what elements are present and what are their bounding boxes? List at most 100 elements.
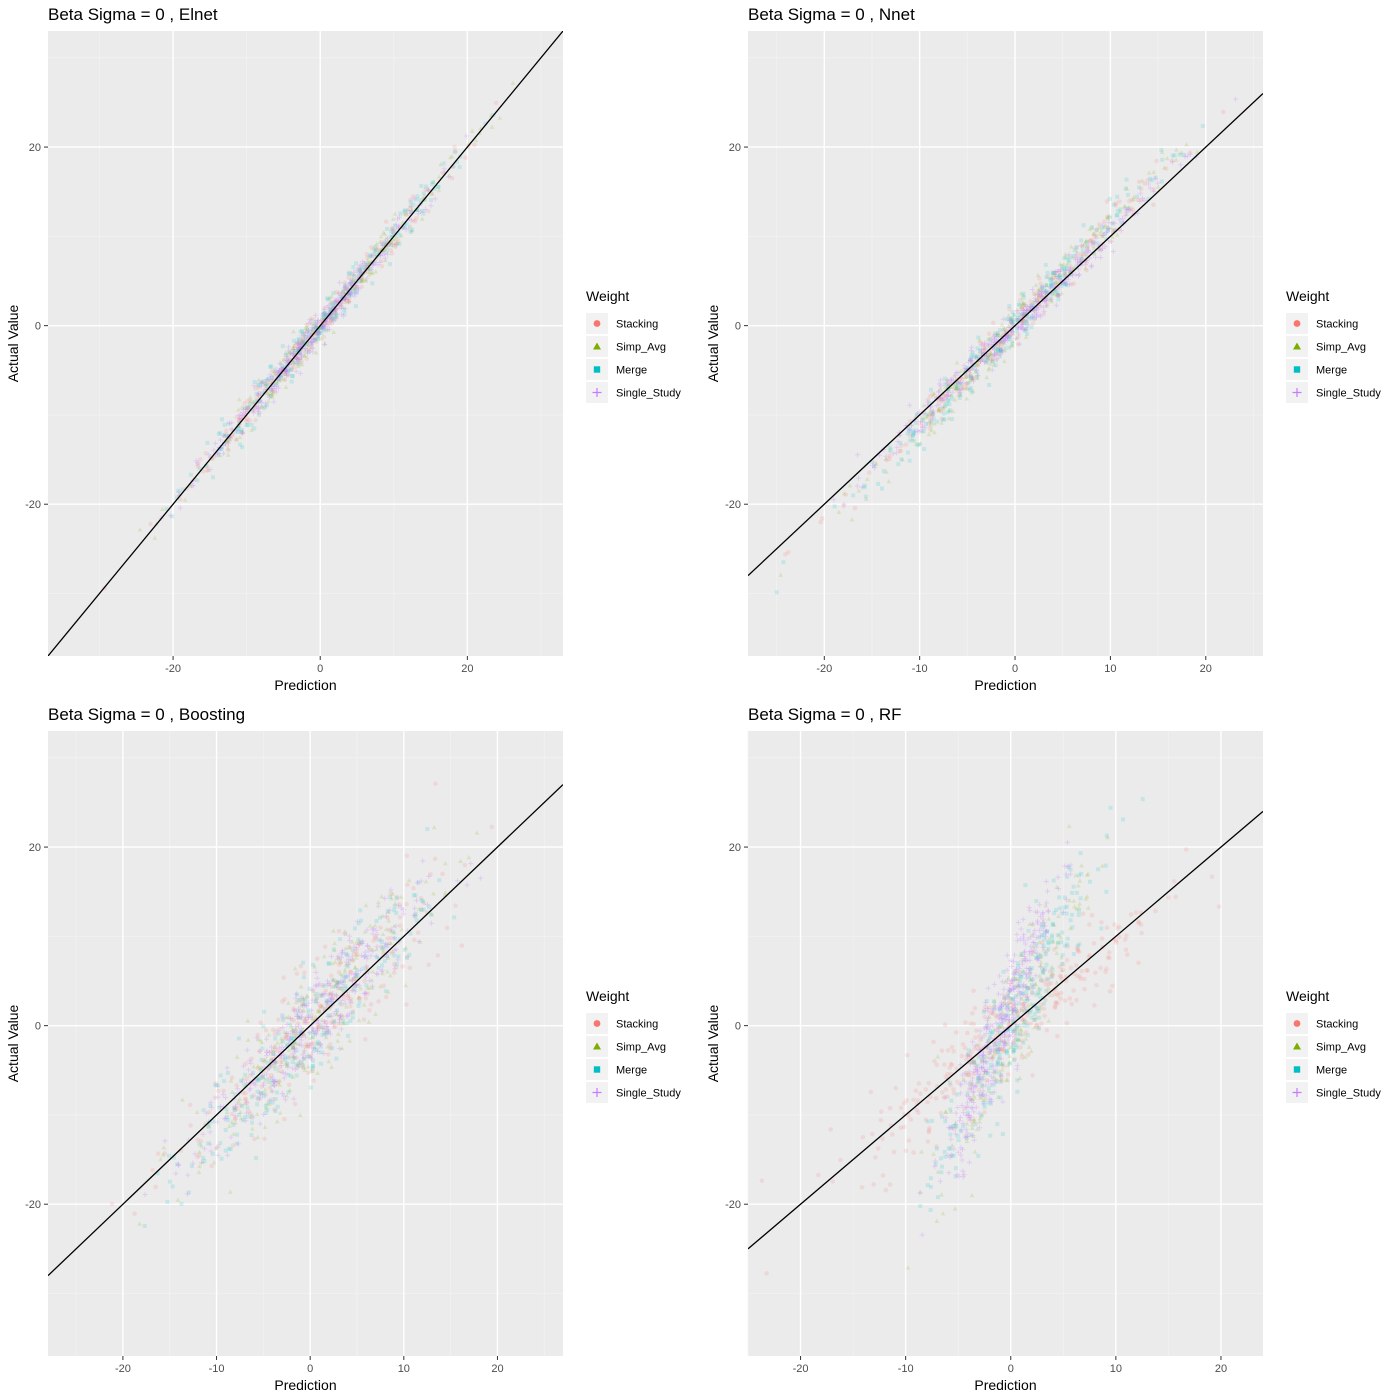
data-point bbox=[298, 355, 303, 361]
data-point bbox=[1003, 1013, 1008, 1018]
data-point bbox=[346, 293, 351, 298]
data-point bbox=[1098, 965, 1103, 971]
data-point bbox=[1048, 297, 1054, 303]
data-point bbox=[1008, 978, 1015, 984]
data-point bbox=[1045, 274, 1051, 279]
data-point bbox=[957, 387, 963, 393]
data-point bbox=[1084, 872, 1090, 877]
data-point bbox=[305, 1070, 311, 1076]
data-point bbox=[1055, 933, 1060, 938]
data-point bbox=[333, 984, 338, 989]
data-point bbox=[312, 324, 317, 329]
data-point bbox=[263, 1105, 269, 1111]
data-point bbox=[314, 1047, 319, 1052]
data-point bbox=[295, 1062, 301, 1068]
data-point bbox=[416, 938, 422, 945]
y-tick-label: -20 bbox=[25, 499, 41, 511]
data-point bbox=[1057, 272, 1062, 277]
data-point bbox=[266, 394, 273, 401]
data-point bbox=[951, 373, 957, 378]
data-point bbox=[320, 325, 326, 331]
data-point bbox=[197, 1163, 202, 1169]
data-point bbox=[1021, 1016, 1027, 1022]
data-point bbox=[236, 407, 241, 412]
data-point bbox=[1034, 918, 1041, 924]
data-point bbox=[328, 306, 334, 312]
data-point bbox=[453, 903, 458, 909]
data-point bbox=[975, 373, 981, 379]
data-point bbox=[328, 309, 333, 314]
data-point bbox=[261, 1094, 266, 1099]
data-point bbox=[463, 155, 468, 160]
data-point bbox=[969, 1039, 976, 1045]
data-point bbox=[1012, 1029, 1018, 1035]
data-point bbox=[390, 216, 396, 222]
data-point bbox=[1043, 928, 1050, 934]
data-point bbox=[1085, 968, 1090, 973]
data-point bbox=[378, 937, 384, 943]
data-point bbox=[984, 1067, 990, 1073]
data-point bbox=[301, 339, 306, 345]
data-point bbox=[249, 1095, 254, 1100]
data-point bbox=[980, 1056, 985, 1061]
data-point bbox=[294, 355, 300, 361]
data-point bbox=[1038, 289, 1043, 294]
data-point bbox=[225, 1114, 230, 1119]
data-point bbox=[1001, 336, 1007, 342]
data-point bbox=[905, 426, 911, 432]
data-point bbox=[1049, 974, 1054, 979]
data-point bbox=[235, 1141, 241, 1147]
data-point bbox=[1028, 986, 1033, 991]
data-point bbox=[248, 1060, 254, 1066]
data-point bbox=[281, 1029, 287, 1034]
data-point bbox=[926, 1128, 932, 1133]
data-point bbox=[1038, 293, 1044, 299]
data-point bbox=[343, 287, 349, 292]
data-point bbox=[950, 377, 956, 383]
data-point bbox=[349, 278, 354, 283]
data-point bbox=[905, 450, 910, 455]
data-point bbox=[408, 931, 413, 936]
data-point bbox=[182, 497, 188, 502]
data-point bbox=[1011, 1019, 1016, 1024]
data-point bbox=[1042, 923, 1048, 929]
data-point bbox=[1012, 1033, 1018, 1039]
data-point bbox=[232, 1107, 238, 1113]
data-point bbox=[928, 1207, 933, 1212]
data-point bbox=[968, 376, 973, 381]
data-point bbox=[432, 186, 437, 191]
data-point bbox=[318, 325, 324, 330]
data-point bbox=[1082, 986, 1087, 992]
data-point bbox=[988, 1097, 994, 1103]
series-stacking bbox=[109, 781, 495, 1216]
data-point bbox=[893, 450, 900, 456]
data-point bbox=[1058, 266, 1064, 272]
data-point bbox=[262, 381, 268, 386]
data-point bbox=[1056, 272, 1062, 278]
data-point bbox=[309, 997, 315, 1003]
data-point bbox=[1068, 265, 1074, 271]
data-point bbox=[918, 1189, 923, 1195]
data-point bbox=[978, 1065, 984, 1071]
data-point bbox=[895, 438, 901, 445]
data-point bbox=[1021, 932, 1027, 938]
data-point bbox=[299, 351, 305, 358]
data-point bbox=[275, 368, 282, 374]
data-point bbox=[948, 1061, 954, 1067]
data-point bbox=[264, 1049, 270, 1055]
data-point bbox=[968, 1105, 974, 1111]
data-point bbox=[325, 998, 331, 1004]
data-point bbox=[298, 1003, 304, 1008]
data-point bbox=[1108, 225, 1114, 230]
data-point bbox=[936, 406, 942, 411]
data-point bbox=[388, 928, 394, 934]
data-point bbox=[323, 310, 328, 315]
data-point bbox=[1011, 1008, 1017, 1014]
data-point bbox=[374, 955, 379, 960]
data-point bbox=[1092, 233, 1097, 239]
data-point bbox=[1008, 995, 1014, 1000]
data-point bbox=[969, 377, 975, 382]
data-point bbox=[978, 358, 984, 364]
data-point bbox=[977, 1074, 983, 1080]
data-point bbox=[1023, 307, 1030, 313]
